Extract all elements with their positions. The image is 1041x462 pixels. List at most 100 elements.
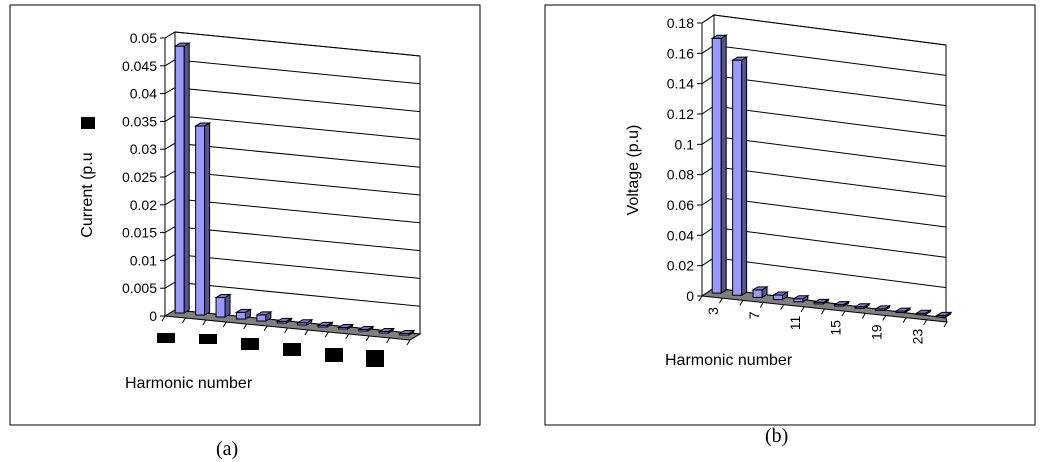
a-x-tick-mark [243,323,248,330]
b-x-tick-mark [821,308,825,315]
b-y-tick-label: 0.16 [667,45,694,61]
a-x-tick-label-block [241,338,259,350]
b-y-tick-label: 0.02 [667,258,694,274]
b-x-tick-mark [780,304,785,310]
b-bar [812,298,831,305]
b-bar-side [720,34,727,294]
b-x-tick-label: 11 [787,316,803,331]
b-x-tick-label: 15 [828,320,844,336]
b-x-tick-mark [698,295,703,302]
b-x-tick-mark [882,315,887,321]
a-bar [316,321,334,328]
a-bar-top [214,294,232,299]
chart-a-y-axis-label: Current (p.u [79,152,96,237]
a-y-tick-label: 0.02 [130,197,157,213]
b-bar-top [832,301,851,306]
a-y-tick-label: 0.025 [122,169,157,185]
a-y-tick-label: 0.035 [122,113,157,129]
a-x-tick-label-block [325,348,343,362]
b-bar [934,311,953,318]
b-bar [894,307,912,314]
b-x-tick-label: 7 [746,311,762,319]
b-bar-top [771,291,790,296]
a-bar-top [357,326,375,330]
b-x-tick-mark [861,313,866,319]
a-y-tick-label: 0.045 [122,58,157,74]
b-bar-front [752,289,763,298]
chart-b-caption: (b) [765,425,788,447]
a-x-tick-mark [161,315,166,322]
b-bar [792,294,810,303]
b-bar-top [894,307,912,312]
a-y-tick-label: 0.05 [130,30,157,46]
a-x-tick-mark [304,329,309,336]
a-bar-front [256,314,267,322]
a-x-tick-mark [222,321,227,328]
a-bar [295,318,314,326]
a-gridline [164,31,421,57]
a-x-tick-mark [324,331,329,338]
b-bar [771,291,790,301]
a-bar [193,122,212,316]
b-y-tick-label: 0.18 [667,15,694,31]
a-bar-front [215,297,226,318]
a-x-tick-label-block [199,334,217,344]
b-bar-top [730,56,749,61]
b-y-tick-label: 0.04 [667,227,694,243]
b-y-tick-label: 0.1 [675,136,695,152]
b-bar-top [710,34,729,39]
a-y-tick-label: 0.015 [122,225,157,241]
a-x-tick-mark [365,335,370,342]
chart-a-caption: (a) [216,438,238,460]
a-x-tick-label-block [157,333,175,343]
a-bar-top [275,317,294,322]
b-bar-front [772,294,783,301]
a-x-tick-label-block [283,343,301,356]
b-bar-top [812,298,831,303]
b-y-tick-label: 0 [686,288,694,304]
b-bar-top [853,303,871,308]
b-bar [873,305,892,312]
b-bar-top [934,311,953,316]
b-bar-top [914,309,933,314]
a-bar [214,293,232,318]
b-x-tick-mark [718,297,723,304]
a-bar [397,329,416,336]
b-x-tick-label: 23 [909,329,925,345]
a-bar-top [234,308,253,313]
b-x-tick-mark [902,317,907,323]
b-x-tick-mark [841,310,846,317]
b-y-tick-label: 0.14 [667,76,694,92]
b-x-tick-mark [923,319,928,326]
a-x-tick-mark [406,339,411,346]
a-bar-top [377,328,396,332]
a-bar-top [295,319,314,324]
b-bar [853,302,871,310]
a-bar-side [204,122,211,316]
b-y-tick-label: 0.06 [667,197,694,213]
a-y-tick-label: 0.04 [130,86,157,102]
b-bar [832,300,851,307]
a-bar-front [235,311,246,320]
a-bar-top [193,122,212,127]
b-x-tick-mark [800,306,805,313]
a-bar-top [336,324,355,328]
a-bar-side [224,293,231,318]
a-x-tick-mark [284,327,288,334]
a-bar [377,327,396,334]
a-y-tick-label: 0.03 [130,141,157,157]
chart-b-y-axis-label: Voltage (p.u) [625,125,642,216]
a-x-tick-mark [386,337,391,344]
a-bar-side [183,42,190,314]
a-y-tick-label: 0.005 [122,280,157,296]
a-bar-top [316,321,334,326]
a-bar [255,311,273,322]
a-bar [234,308,253,320]
b-y-tick-label: 0.08 [667,167,694,183]
a-bar-top [173,42,192,47]
a-bar [173,42,192,314]
a-bar-front [195,125,206,316]
b-gridline [701,14,947,46]
a-x-tick-mark [181,317,186,324]
